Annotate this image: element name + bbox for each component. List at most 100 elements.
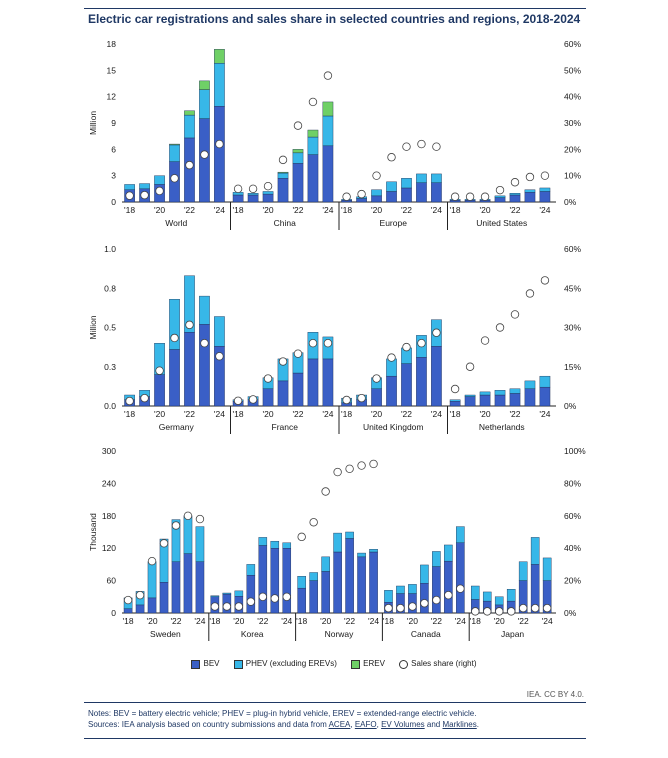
panel-3-sweden-bar-bev [147,597,157,614]
source-link-ev-volumes[interactable]: EV Volumes [381,720,425,729]
panel-1-world-bar-bev [214,106,225,203]
panel-3-x-tick-label: '22 [257,616,268,626]
panel-1-china-bar-phev [277,172,289,179]
panel-1-china-share-point [308,97,318,107]
panel-2-netherlands-share-point [450,384,460,394]
panel-3-sweden-share-point [159,539,169,548]
source-link-marklines[interactable]: Marklines [442,720,477,729]
legend-item-share: Sales share (right) [399,659,477,669]
panel-2-y2-tick-label: 45% [564,283,581,293]
panel-2-united-kingdom-share-point [417,339,426,348]
panel-1-united-states-share-point [480,192,490,201]
panel-2-germany-share-point [185,320,194,330]
panel-1-united-states-bar-phev [524,189,536,193]
panel-3-norway-bar-phev [309,572,318,581]
panel-2-x-tick-label: '22 [401,409,412,419]
panel-2-y-axis-label: Million [88,315,98,339]
panel-2-x-tick-label: '22 [184,409,195,419]
panel-3-x-tick-label: '20 [233,616,244,626]
panel-1-group-label-europe: Europe [380,218,408,228]
panel-3-norway-bar-phev [297,576,306,589]
panel-1-china-bar-phev [292,152,304,164]
panel-3-x-tick-label: '24 [281,616,292,626]
panel-2-netherlands-share-point [480,336,490,345]
panel-2-x-tick-label: '20 [371,409,382,419]
legend-item-bev: BEV [191,659,220,669]
panel-2-united-kingdom-bar-bev [371,388,382,407]
panel-3-sweden-bar-phev [159,538,169,583]
panel-3-y2-tick-label: 80% [564,478,581,488]
panel-2-united-kingdom-share-point [402,342,411,352]
title-rule [84,8,586,9]
panel-1-world-bar-phev [199,89,210,119]
panel-1-united-states-share-point [540,171,550,180]
panel-3-japan-bar-phev [530,537,540,565]
panel-1-world-bar-phev [139,183,150,190]
panel-1-europe-share-point [357,189,366,199]
panel-1-china-bar-bev [322,145,334,203]
panel-3-japan-bar-phev [470,585,480,600]
panel-2-germany-bar-phev [184,275,195,333]
panel-3-y-tick-label: 300 [102,446,116,456]
panel-1-world-bar-phev [169,144,180,162]
panel-2-united-kingdom-bar-bev [401,363,412,407]
panel-2-france-share-point [323,339,333,348]
panel-2-netherlands-bar-phev [539,375,551,388]
panel-1-united-states-bar-phev [509,193,521,196]
panel-3-y2-tick-label: 0% [564,608,577,618]
panel-3-canada-bar-bev [444,560,453,614]
legend-label-erev: EREV [363,659,385,669]
panel-3-x-tick-label: '18 [296,616,307,626]
panel-1-china-share-point [263,181,273,191]
panel-3-sweden-bar-phev [195,526,205,562]
panel-2-germany-bar-bev [184,332,195,407]
panel-3-sweden-bar-phev [183,515,193,554]
panel-3-group-label-sweden: Sweden [150,629,181,639]
panel-2-united-kingdom-share-point [432,328,441,337]
panel-3-canada-bar-phev [420,564,429,584]
panel-2-germany-share-point [215,352,224,361]
panel-3-x-tick-label: '18 [383,616,394,626]
panel-2-germany-share-point [125,396,134,406]
panel-3-korea-bar-phev [246,564,256,576]
panel-2-y-tick-label: 1.0 [104,244,116,254]
panel-1-europe-share-point [432,142,441,151]
panel-1-china-bar-bev [307,154,319,203]
panel-2-germany-bar-phev [214,316,225,347]
panel-1-y-tick-label: 12 [107,92,117,102]
panel-1-x-tick-label: '20 [263,205,274,215]
source-link-acea[interactable]: ACEA [328,720,351,729]
panel-1-china-bar-bev [262,193,274,203]
panel-3-korea-bar-bev [246,575,256,614]
source-link-eafo[interactable]: EAFO [354,720,377,729]
panel-1-united-states-share-point [450,192,460,201]
panel-3-japan-bar-phev [542,557,552,581]
panel-3-korea-bar-phev [210,595,220,597]
panel-2-x-tick-label: '24 [431,409,442,419]
panel-2-netherlands-bar-bev [479,394,491,407]
panel-3-canada-share-point [420,599,429,608]
panel-3-korea-share-point [222,602,232,611]
panel-1-china-bar-erev [322,101,334,117]
panel-3-korea-bar-phev [234,590,244,597]
panel-1-x-tick-label: '18 [233,205,244,215]
panel-3-sweden-share-point [135,590,145,600]
legend-label-phev: PHEV (excluding EREVs) [245,659,337,669]
panel-2-germany-bar-phev [199,295,210,325]
panel-3-canada-share-point [384,603,393,613]
panel-2-germany-share-point [140,393,149,403]
panel-3-y2-tick-label: 100% [564,446,586,456]
panel-2-x-tick-label: '20 [154,409,165,419]
panel-1-europe-bar-phev [401,178,412,189]
panel-2-x-tick-label: '18 [341,409,352,419]
panel-3-japan-bar-phev [482,591,492,602]
panel-1-europe-bar-phev [371,189,382,197]
panel-1-united-states-bar-bev [524,192,536,203]
panel-1-china-bar-phev [262,191,274,195]
panel-3-japan-share-point [471,607,480,616]
panel-1-china-bar-phev [307,136,319,155]
panel-2-netherlands-bar-bev [539,386,551,407]
panel-1-europe-bar-phev [416,173,427,183]
panel-1-europe-bar-phev [431,173,442,183]
panel-3-canada-bar-bev [420,583,429,614]
